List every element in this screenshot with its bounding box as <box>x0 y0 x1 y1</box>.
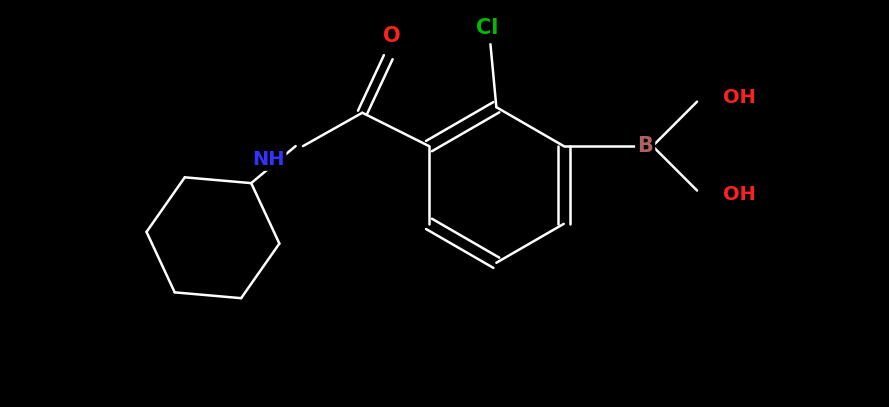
Text: NH: NH <box>252 150 284 169</box>
Text: B: B <box>637 136 653 156</box>
Text: OH: OH <box>723 185 756 204</box>
Text: Cl: Cl <box>476 18 498 38</box>
Text: O: O <box>383 26 401 46</box>
Text: OH: OH <box>723 88 756 107</box>
